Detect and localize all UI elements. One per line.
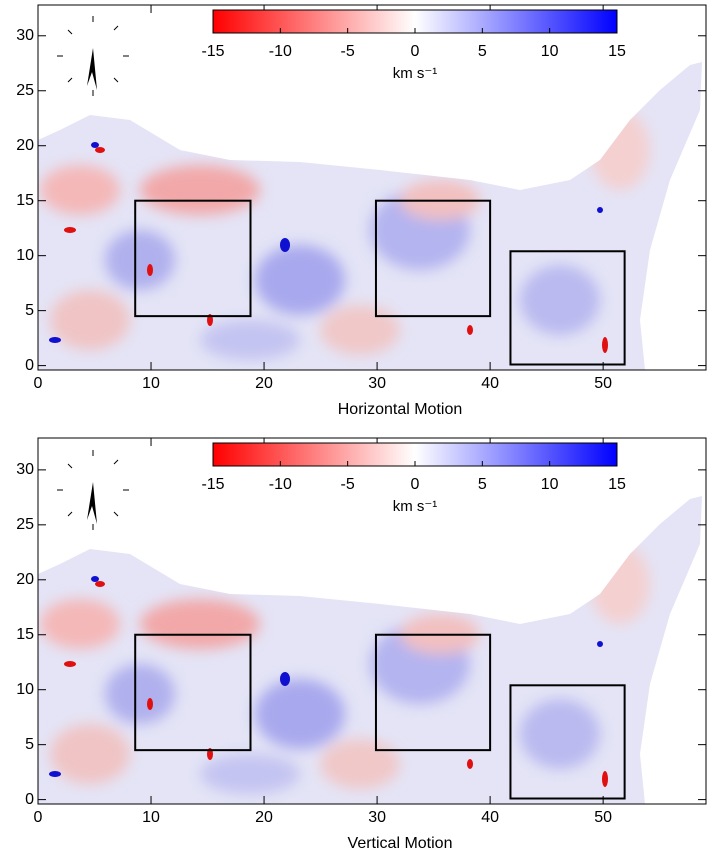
y-tick-label: 20 xyxy=(16,137,34,154)
colorbar-tick-label: 15 xyxy=(608,476,626,493)
x-tick-label: 30 xyxy=(368,375,386,392)
region-box xyxy=(509,250,626,366)
compass xyxy=(56,15,130,97)
colorbar-tick-label: 0 xyxy=(411,476,420,493)
y-tick-label: 30 xyxy=(16,27,34,44)
y-tick-label: 30 xyxy=(16,461,34,478)
region-box xyxy=(374,633,492,752)
y-tick-label: 25 xyxy=(16,82,34,99)
velocity-map xyxy=(38,484,708,814)
y-tick-label: 5 xyxy=(25,302,34,319)
colorbar-tick-label: -10 xyxy=(269,476,292,493)
x-axis-label: Horizontal Motion xyxy=(338,401,463,418)
region-box xyxy=(134,199,252,318)
colorbar-label: km s⁻¹ xyxy=(393,65,438,82)
plot-frame xyxy=(37,4,707,371)
colorbar-tick-label: 10 xyxy=(541,476,559,493)
region-box xyxy=(134,633,252,752)
colorbar-tick-label: 5 xyxy=(478,476,487,493)
plot-frame xyxy=(37,437,707,805)
x-tick-label: 50 xyxy=(594,375,612,392)
velocity-map xyxy=(38,50,708,380)
colorbar-tick-label: -5 xyxy=(341,476,355,493)
colorbar-tick-label: -15 xyxy=(201,43,224,60)
x-axis-label: Vertical Motion xyxy=(348,835,453,852)
colorbar-tick-label: -10 xyxy=(269,43,292,60)
compass xyxy=(56,449,130,531)
y-tick-label: 10 xyxy=(16,247,34,264)
colorbar-tick-label: -5 xyxy=(341,43,355,60)
x-tick-label: 10 xyxy=(142,809,160,826)
y-tick-label: 15 xyxy=(16,192,34,209)
x-tick-label: 30 xyxy=(368,809,386,826)
colorbar-label: km s⁻¹ xyxy=(393,498,438,515)
x-tick-label: 20 xyxy=(255,375,273,392)
colorbar-tick-label: 5 xyxy=(478,43,487,60)
y-tick-label: 0 xyxy=(25,357,34,374)
y-tick-label: 10 xyxy=(16,681,34,698)
region-box xyxy=(509,684,626,800)
y-tick-label: 15 xyxy=(16,626,34,643)
region-box xyxy=(374,199,492,318)
y-tick-label: 20 xyxy=(16,571,34,588)
x-tick-label: 50 xyxy=(594,809,612,826)
colorbar-tick-label: 15 xyxy=(608,43,626,60)
x-tick-label: 40 xyxy=(481,375,499,392)
y-tick-label: 5 xyxy=(25,736,34,753)
x-tick-label: 20 xyxy=(255,809,273,826)
x-tick-label: 0 xyxy=(34,375,43,392)
colorbar-tick-label: 0 xyxy=(411,43,420,60)
x-tick-label: 10 xyxy=(142,375,160,392)
x-tick-label: 0 xyxy=(34,809,43,826)
colorbar-tick-label: -15 xyxy=(201,476,224,493)
colorbar-tick-label: 10 xyxy=(541,43,559,60)
y-tick-label: 0 xyxy=(25,791,34,808)
x-tick-label: 40 xyxy=(481,809,499,826)
y-tick-label: 25 xyxy=(16,516,34,533)
